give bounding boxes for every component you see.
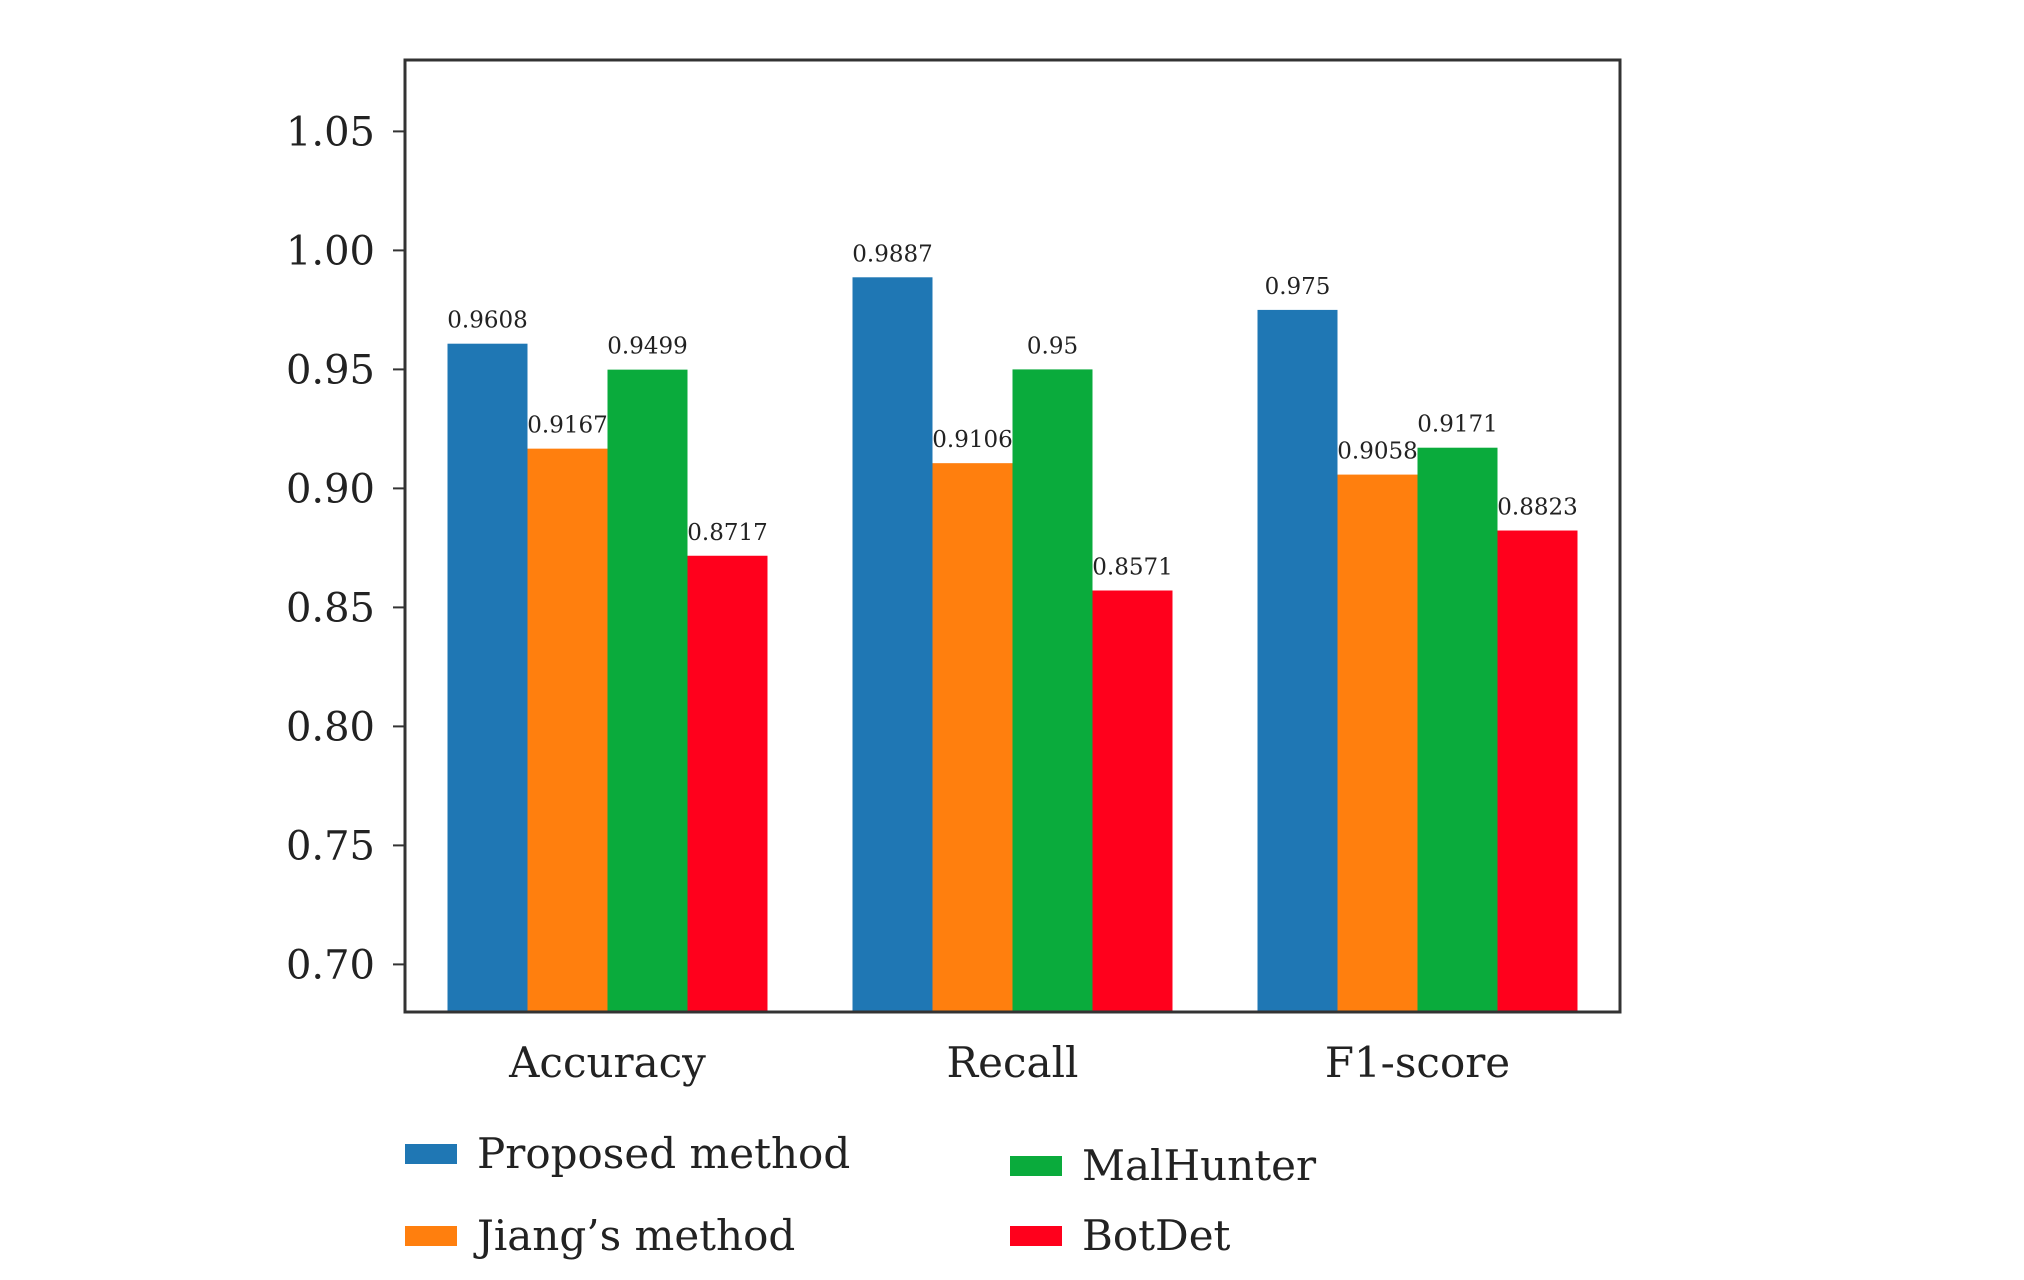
legend-label: MalHunter — [1082, 1141, 1317, 1190]
legend: Proposed method Jiang’s method MalHunter Bo… — [405, 1129, 1317, 1260]
bar-value-label: 0.8717 — [687, 520, 767, 546]
y-tick-label: 1.00 — [286, 228, 375, 274]
bar-malhunter-recall — [1012, 369, 1093, 1012]
x-category-label: Recall — [947, 1038, 1079, 1087]
legend-swatch — [1010, 1226, 1062, 1246]
bar-value-label: 0.9106 — [932, 427, 1012, 453]
value-labels-group: 0.9608 0.9167 0.9499 0.8717 0.9887 0.9106 0.95… — [447, 241, 1577, 580]
plot-frame — [403, 58, 1622, 1014]
x-axis: Accuracy Recall F1-score — [508, 1038, 1510, 1087]
legend-swatch — [1010, 1156, 1062, 1176]
bar-botdet-f1-score — [1497, 530, 1578, 1012]
bars-group — [447, 277, 1578, 1012]
bar-proposed-method-f1-score — [1257, 309, 1338, 1012]
bar-value-label: 0.9887 — [852, 241, 932, 267]
bar-value-label: 0.9167 — [527, 413, 607, 439]
legend-label: Jiang’s method — [473, 1211, 795, 1260]
bar-value-label: 0.8571 — [1092, 555, 1172, 581]
y-tick-label: 0.70 — [286, 942, 375, 988]
bar-jiang-s-method-f1-score — [1337, 474, 1418, 1012]
x-category-label: Accuracy — [508, 1038, 706, 1087]
legend-label: BotDet — [1082, 1211, 1231, 1260]
y-tick-label: 1.05 — [286, 109, 375, 155]
bar-proposed-method-accuracy — [447, 343, 528, 1012]
bar-value-label: 0.975 — [1265, 274, 1331, 300]
bar-value-label: 0.9608 — [447, 308, 527, 334]
y-axis: 0.70 0.75 0.80 0.85 0.90 0.95 1.00 1.05 — [286, 109, 405, 988]
y-tick-label: 0.95 — [286, 347, 375, 393]
bar-botdet-recall — [1092, 590, 1173, 1012]
y-tick-label: 0.80 — [286, 704, 375, 750]
y-tick-label: 0.90 — [286, 466, 375, 512]
bar-value-label: 0.8823 — [1497, 495, 1577, 521]
y-tick-label: 0.75 — [286, 823, 375, 869]
bar-botdet-accuracy — [687, 555, 768, 1012]
bar-malhunter-f1-score — [1417, 447, 1498, 1012]
y-tick-label: 0.85 — [286, 585, 375, 631]
bar-jiang-s-method-accuracy — [527, 448, 608, 1012]
bar-jiang-s-method-recall — [932, 463, 1013, 1012]
legend-swatch — [405, 1226, 457, 1246]
legend-swatch — [405, 1144, 457, 1164]
bar-value-label: 0.95 — [1027, 333, 1078, 359]
legend-label: Proposed method — [477, 1129, 850, 1178]
x-category-label: F1-score — [1325, 1038, 1510, 1087]
bar-malhunter-accuracy — [607, 369, 688, 1012]
bar-value-label: 0.9499 — [607, 334, 687, 360]
bar-value-label: 0.9058 — [1337, 439, 1417, 465]
bar-value-label: 0.9171 — [1417, 412, 1497, 438]
bar-proposed-method-recall — [852, 277, 933, 1012]
